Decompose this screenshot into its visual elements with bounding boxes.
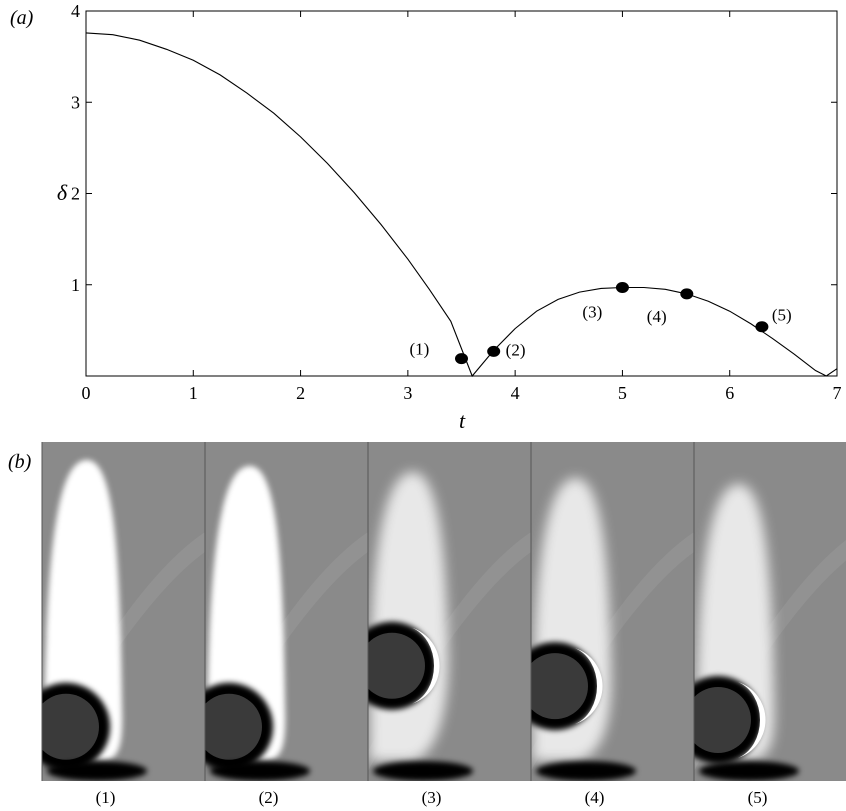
panel-b-label: (b) (8, 451, 32, 473)
x-tick-label: 6 (725, 383, 734, 403)
x-tick-label: 5 (618, 383, 627, 403)
y-tick-label: 2 (71, 184, 80, 204)
x-tick-label: 1 (189, 383, 198, 403)
snapshot-label: (2) (259, 788, 279, 807)
x-tick-label: 3 (403, 383, 412, 403)
snapshot-panel: (b) (1) (2) (3) (4) (5) (8, 442, 846, 807)
snapshot-frame: (3) (367, 442, 531, 807)
snapshot-label: (5) (748, 788, 768, 807)
plot-frame (85, 10, 838, 377)
snapshot-label: (1) (96, 788, 116, 807)
x-axis-ticks: 0 1 2 3 4 5 6 7 (82, 11, 842, 403)
x-tick-label: 2 (296, 383, 305, 403)
delta-curve (85, 32, 838, 378)
marker-point (487, 345, 501, 357)
snapshot-label: (3) (422, 788, 442, 807)
y-tick-label: 3 (71, 92, 80, 112)
snapshot-frame: (4) (530, 442, 694, 807)
x-tick-label: 4 (511, 383, 520, 403)
snapshot-label: (4) (585, 788, 605, 807)
marker-label: (5) (772, 306, 792, 325)
marker-point (615, 281, 629, 293)
x-axis-label: t (459, 408, 466, 433)
snapshot-frame: (2) (204, 442, 368, 807)
snapshot-frames: (1) (2) (3) (4) (5) (41, 442, 846, 807)
y-tick-label: 1 (71, 275, 80, 295)
panel-a-label: (a) (10, 7, 34, 29)
marker-label: (1) (410, 340, 430, 359)
marker-points: (1) (2) (3) (4) (5) (410, 281, 792, 365)
marker-label: (2) (506, 340, 526, 359)
x-tick-label: 7 (833, 383, 842, 403)
y-axis-ticks: 1 2 3 4 (71, 1, 837, 295)
y-axis-label: δ (57, 180, 68, 205)
snapshot-frame: (5) (693, 442, 846, 807)
y-tick-label: 4 (71, 1, 80, 21)
marker-point (455, 353, 468, 365)
x-tick-label: 0 (82, 383, 91, 403)
marker-point (680, 288, 694, 300)
marker-label: (3) (582, 302, 602, 321)
snapshot-frame: (1) (41, 442, 205, 807)
line-chart-panel: (a) 0 1 2 3 4 5 6 7 1 2 3 4 (1) (2) (3) (4) (5) t δ (10, 1, 842, 433)
marker-label: (4) (647, 307, 667, 326)
marker-point (755, 321, 769, 333)
